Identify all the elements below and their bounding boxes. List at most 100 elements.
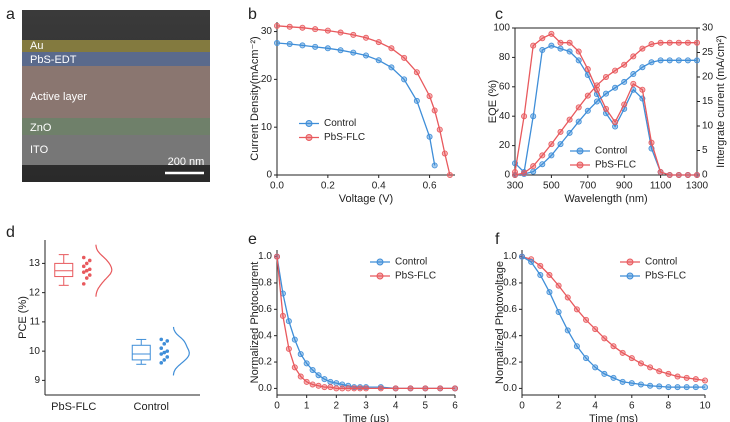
- y-axis-label: Current Density(mAcm⁻²): [249, 36, 261, 160]
- y-tick-label: 0.2: [258, 357, 272, 368]
- y-tick-label: 0.8: [258, 278, 272, 289]
- data-point: [665, 384, 672, 391]
- layer-label: Au: [30, 40, 43, 52]
- box: [54, 262, 74, 278]
- x-tick-label: 0: [519, 401, 525, 412]
- data-point: [537, 262, 544, 269]
- y2-tick-label: 30: [702, 23, 714, 34]
- data-point: [350, 49, 357, 56]
- data-point: [87, 273, 92, 277]
- data-point: [619, 349, 626, 356]
- data-point: [630, 80, 637, 87]
- series-line: [521, 256, 705, 388]
- data-point: [327, 378, 334, 385]
- x-tick-label: 2: [334, 401, 340, 412]
- data-point: [657, 169, 664, 176]
- y-tick-label: 0.6: [258, 304, 272, 315]
- data-point: [539, 47, 546, 54]
- data-point: [351, 385, 358, 392]
- data-point: [656, 368, 663, 375]
- data-point: [548, 30, 555, 37]
- data-point: [612, 119, 619, 126]
- legend-label: PbS-FLC: [645, 271, 686, 282]
- legend-marker: [305, 134, 313, 141]
- data-point: [584, 107, 591, 114]
- y-tick-label: 12: [29, 287, 41, 298]
- legend-label: Control: [324, 118, 356, 129]
- data-point: [619, 378, 626, 385]
- panel-label: e: [248, 231, 257, 248]
- data-point: [87, 267, 92, 272]
- x-tick-label: 1: [304, 401, 310, 412]
- y-tick-label: 9: [34, 375, 40, 386]
- y-tick-label: 13: [29, 258, 41, 269]
- data-point: [539, 35, 546, 42]
- panel-label: f: [495, 231, 500, 248]
- x-tick-label: 3: [363, 401, 369, 412]
- data-point: [315, 382, 322, 389]
- data-point: [692, 384, 699, 391]
- y2-axis-label: Intergrate current (mA/cm²): [715, 35, 727, 168]
- data-point: [286, 40, 293, 47]
- layer-label: Active layer: [30, 91, 87, 103]
- data-point: [639, 64, 646, 71]
- data-point: [584, 66, 591, 73]
- data-point: [362, 34, 369, 41]
- x-axis-label: Voltage (V): [339, 193, 393, 205]
- scale-bar-label: 200 nm: [168, 156, 205, 168]
- y2-tick-label: 15: [702, 96, 714, 107]
- box: [131, 344, 151, 361]
- data-point: [362, 52, 369, 59]
- data-point: [377, 385, 384, 392]
- y-tick-label: 0: [504, 170, 510, 181]
- data-point: [639, 45, 646, 52]
- data-point: [593, 86, 600, 93]
- data-point: [309, 366, 316, 373]
- y-axis-label: Normalized Photocurrent: [249, 262, 261, 384]
- data-point: [546, 289, 553, 296]
- layer-label: PbS-EDT: [30, 54, 77, 66]
- data-point: [566, 39, 573, 46]
- data-point: [683, 374, 690, 381]
- x-tick-label: 4: [592, 401, 598, 412]
- legend-marker: [626, 272, 634, 280]
- data-point: [273, 253, 280, 260]
- data-point: [84, 268, 89, 273]
- x-tick-label: PbS-FLC: [51, 401, 96, 413]
- x-tick-label: 900: [616, 181, 633, 192]
- data-point: [548, 42, 555, 49]
- data-point: [357, 385, 364, 392]
- y-axis-label: PCE (%): [17, 296, 29, 339]
- data-point: [601, 370, 608, 377]
- data-point: [401, 54, 408, 61]
- y-tick-label: 20: [261, 74, 273, 85]
- data-point: [657, 39, 664, 46]
- x-tick-label: 700: [579, 181, 596, 192]
- data-point: [337, 47, 344, 54]
- data-point: [593, 98, 600, 105]
- data-point: [273, 40, 280, 47]
- data-point: [684, 57, 691, 64]
- data-point: [431, 107, 438, 114]
- data-point: [297, 351, 304, 358]
- data-point: [639, 86, 646, 93]
- data-point: [575, 57, 582, 64]
- data-point: [566, 116, 573, 123]
- data-point: [159, 337, 164, 342]
- legend-marker: [376, 258, 384, 266]
- data-point: [683, 384, 690, 391]
- data-point: [413, 69, 420, 76]
- y-tick-label: 40: [499, 111, 511, 122]
- data-point: [375, 57, 382, 64]
- x-tick-label: 4: [393, 401, 399, 412]
- data-point: [612, 84, 619, 91]
- legend-label: Control: [645, 257, 677, 268]
- data-point: [312, 43, 319, 50]
- x-axis-label: Wavelength (nm): [564, 193, 647, 205]
- y-tick-label: 11: [30, 317, 41, 328]
- legend-marker: [376, 272, 384, 280]
- data-point: [564, 294, 571, 301]
- data-point: [339, 385, 346, 392]
- data-point: [84, 276, 89, 280]
- data-point: [675, 39, 682, 46]
